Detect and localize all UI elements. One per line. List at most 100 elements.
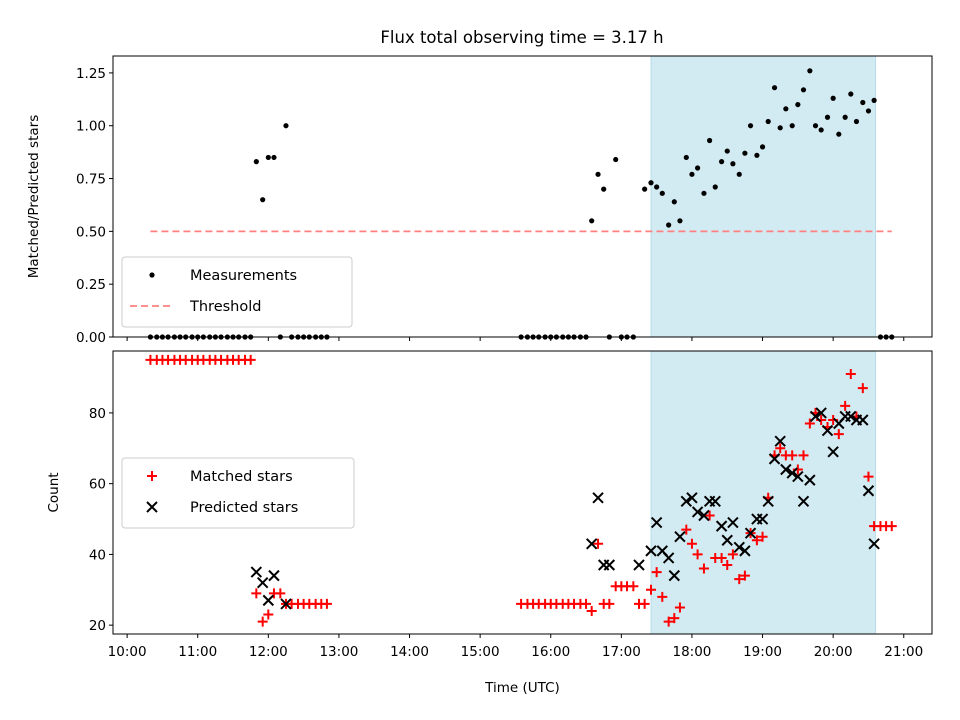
data-point bbox=[668, 569, 681, 582]
data-point bbox=[592, 492, 604, 504]
data-point bbox=[586, 606, 597, 617]
y-tick-label: 0.00 bbox=[76, 330, 106, 346]
data-point bbox=[256, 576, 269, 589]
legend-marker bbox=[147, 471, 157, 481]
data-point bbox=[747, 123, 754, 129]
data-point bbox=[719, 159, 725, 165]
chart-title: Flux total observing time = 3.17 h bbox=[380, 28, 663, 47]
data-point bbox=[809, 410, 822, 423]
y-tick-label: 0.25 bbox=[76, 277, 106, 293]
data-point bbox=[662, 552, 675, 564]
data-point bbox=[734, 574, 745, 585]
data-point bbox=[645, 545, 657, 557]
legend-marker bbox=[149, 272, 155, 278]
x-tick-label: 10:00 bbox=[108, 644, 147, 660]
data-point bbox=[595, 171, 601, 177]
data-point bbox=[780, 463, 792, 476]
data-point bbox=[842, 114, 848, 120]
legend-label: Threshold bbox=[189, 299, 261, 315]
data-point bbox=[736, 171, 742, 177]
data-point bbox=[868, 538, 880, 550]
data-point bbox=[604, 598, 615, 609]
shaded-span bbox=[650, 350, 877, 635]
data-point bbox=[674, 531, 686, 543]
data-point bbox=[768, 453, 781, 465]
x-tick-label: 20:00 bbox=[814, 644, 853, 660]
data-point bbox=[739, 570, 750, 581]
legend: Measurements Threshold bbox=[121, 256, 353, 328]
data-point bbox=[800, 87, 807, 93]
data-point bbox=[812, 123, 819, 129]
data-point bbox=[601, 186, 607, 192]
data-point bbox=[727, 549, 738, 560]
data-point bbox=[716, 552, 727, 563]
data-point bbox=[789, 123, 795, 129]
data-point bbox=[787, 450, 798, 461]
legend-label: Predicted stars bbox=[190, 500, 298, 516]
data-point bbox=[589, 218, 595, 224]
data-point bbox=[724, 148, 730, 154]
data-point bbox=[862, 485, 875, 497]
axes-frame bbox=[112, 350, 933, 635]
y-tick-label: 40 bbox=[89, 547, 106, 563]
data-point bbox=[821, 424, 834, 437]
data-point bbox=[265, 154, 271, 161]
data-point bbox=[777, 125, 783, 131]
data-point bbox=[663, 616, 674, 627]
legend-box bbox=[121, 457, 355, 529]
y-tick-label: 0.75 bbox=[76, 172, 106, 188]
data-point bbox=[756, 513, 769, 525]
data-point bbox=[798, 450, 809, 461]
data-point bbox=[754, 152, 760, 158]
data-point bbox=[686, 492, 698, 504]
y-tick-label: 0.50 bbox=[76, 224, 106, 240]
data-point bbox=[744, 527, 757, 539]
data-point bbox=[633, 559, 645, 571]
data-point bbox=[245, 354, 256, 365]
data-point bbox=[677, 218, 683, 224]
data-point bbox=[280, 598, 292, 610]
data-point bbox=[628, 581, 639, 592]
data-point bbox=[686, 538, 697, 549]
data-point bbox=[804, 474, 816, 486]
data-point bbox=[262, 594, 275, 607]
data-point bbox=[698, 509, 710, 522]
data-point bbox=[260, 197, 266, 203]
data-point bbox=[669, 613, 680, 624]
data-point bbox=[833, 429, 844, 440]
data-point bbox=[775, 443, 786, 454]
data-point bbox=[704, 510, 715, 521]
data-point bbox=[271, 154, 277, 161]
x-tick-label: 16:00 bbox=[531, 644, 570, 660]
data-point bbox=[263, 609, 274, 620]
data-point bbox=[701, 190, 707, 196]
y-tick-label: 60 bbox=[89, 477, 106, 493]
data-point bbox=[585, 538, 598, 550]
data-point bbox=[857, 414, 869, 426]
data-point bbox=[762, 495, 774, 508]
data-point bbox=[689, 171, 695, 177]
data-point bbox=[642, 186, 648, 192]
data-point bbox=[863, 471, 874, 482]
data-point bbox=[804, 418, 815, 429]
legend-label: Matched stars bbox=[190, 469, 293, 485]
data-point bbox=[824, 114, 831, 120]
data-point bbox=[666, 222, 672, 228]
data-point bbox=[694, 165, 701, 171]
legend-marker bbox=[146, 501, 158, 513]
data-point bbox=[613, 156, 619, 163]
x-tick-label: 11:00 bbox=[178, 644, 217, 660]
x-tick-label: 19:00 bbox=[743, 644, 782, 660]
data-point bbox=[730, 161, 736, 167]
data-point bbox=[250, 566, 263, 578]
data-point bbox=[871, 97, 877, 103]
data-point bbox=[581, 598, 592, 609]
data-point bbox=[698, 563, 709, 574]
data-point bbox=[836, 131, 842, 137]
data-point bbox=[650, 516, 663, 529]
data-point bbox=[251, 588, 262, 599]
legend-box bbox=[121, 256, 353, 328]
data-point bbox=[727, 516, 739, 529]
data-point bbox=[593, 538, 604, 549]
